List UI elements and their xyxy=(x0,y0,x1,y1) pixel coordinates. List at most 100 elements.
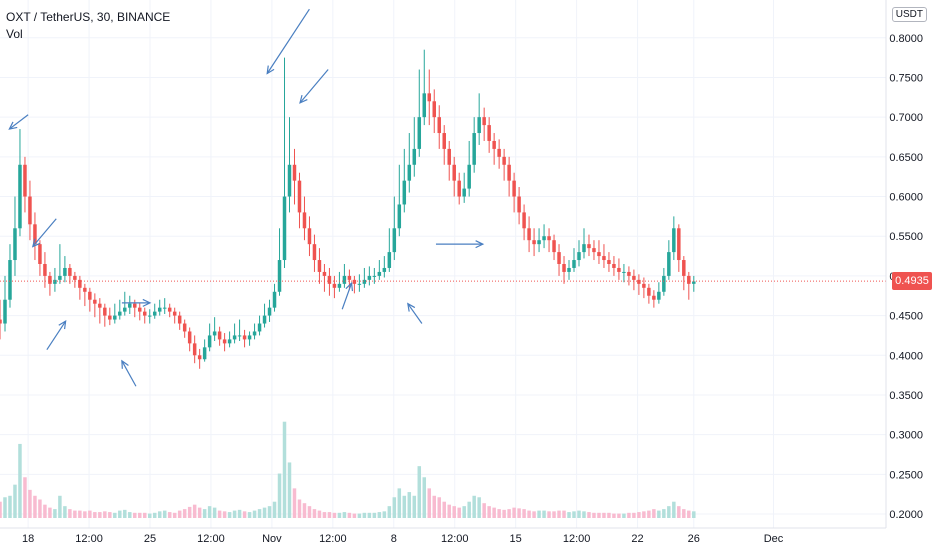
volume-bar xyxy=(577,510,581,518)
candle-body xyxy=(38,244,42,264)
candle-body xyxy=(177,315,182,324)
candle-body xyxy=(437,117,441,134)
candle-body xyxy=(237,335,242,337)
candle-body xyxy=(562,264,566,272)
candle-body xyxy=(627,271,631,276)
candle-body xyxy=(692,281,696,284)
volume-bar xyxy=(652,509,656,518)
volume-bar xyxy=(143,512,147,518)
candle-body xyxy=(138,307,142,312)
volume-bar xyxy=(592,512,596,518)
volume-bar xyxy=(542,510,546,518)
candle-body xyxy=(327,275,332,284)
volume-bar xyxy=(138,512,142,518)
y-tick-label: 0.5500 xyxy=(889,231,923,243)
candle-body xyxy=(33,224,37,245)
volume-bar xyxy=(412,495,417,518)
candle-body xyxy=(482,117,486,126)
volume-label[interactable]: Vol xyxy=(6,27,23,41)
volume-bar xyxy=(113,512,117,518)
symbol-title[interactable]: OXT / TetherUS, 30, BINANCE xyxy=(6,10,171,24)
x-tick-label: 12:00 xyxy=(75,533,103,545)
candle-body xyxy=(172,311,177,316)
candle-body xyxy=(442,133,446,149)
candle-body xyxy=(267,307,272,316)
x-tick-label: 12:00 xyxy=(319,533,347,545)
volume-bar xyxy=(277,473,282,518)
candle-body xyxy=(447,148,451,165)
volume-bar xyxy=(567,512,571,518)
volume-bar xyxy=(487,506,491,518)
price-axis[interactable]: 0.80000.75000.70000.65000.60000.55000.50… xyxy=(889,33,923,521)
candle-body xyxy=(497,148,501,157)
volume-bar xyxy=(427,488,432,518)
candle-body xyxy=(642,283,646,288)
volume-bar xyxy=(307,506,312,518)
candle-body xyxy=(73,275,77,280)
volume-bar xyxy=(662,509,666,518)
x-tick-label: 18 xyxy=(22,533,34,545)
volume-bar xyxy=(642,511,646,518)
annotation-arrow-shaft xyxy=(121,360,137,387)
candle-body xyxy=(197,355,202,360)
volume-bar xyxy=(507,509,511,518)
candle-body xyxy=(527,228,531,241)
annotation-arrow-head xyxy=(8,121,18,130)
volume-bar xyxy=(617,513,621,518)
candle-body xyxy=(23,164,27,197)
volume-bar xyxy=(232,510,237,518)
currency-badge[interactable]: USDT xyxy=(891,7,927,22)
volume-bar xyxy=(0,501,2,518)
volume-bar xyxy=(242,511,247,518)
candle-body xyxy=(118,311,122,316)
volume-bar xyxy=(392,497,397,518)
candle-body xyxy=(3,299,7,324)
annotation-arrow-shaft xyxy=(46,320,67,351)
volume-bar xyxy=(337,512,342,518)
y-tick-label: 0.4000 xyxy=(889,350,923,362)
time-axis[interactable]: 18 12:00 25 12:00 Nov 12:00 8 12:00 15 12:00 22 26 D… xyxy=(22,533,784,545)
volume-bar xyxy=(472,495,476,518)
volume-bar xyxy=(83,511,87,518)
volume-bar xyxy=(492,507,496,518)
volume-bar xyxy=(197,507,202,518)
candle-body xyxy=(432,101,436,118)
current-price-tag: 0.4935 xyxy=(892,272,932,291)
annotation-arrow-head xyxy=(31,238,41,248)
volume-bar xyxy=(597,512,601,518)
candle-body xyxy=(417,117,422,149)
annotation-arrow-head xyxy=(58,319,67,330)
x-tick-label: 25 xyxy=(144,533,156,545)
candle-body xyxy=(43,264,47,276)
candle-body xyxy=(602,256,606,261)
volume-bar xyxy=(252,510,257,518)
y-tick-label: 0.3000 xyxy=(889,430,923,442)
candle-body xyxy=(128,303,132,308)
candle-body xyxy=(557,252,561,264)
volume-bar xyxy=(157,511,162,518)
volume-bar xyxy=(407,492,412,518)
candle-body xyxy=(647,287,651,296)
candle-body xyxy=(287,164,292,197)
volume-bar xyxy=(572,511,576,518)
volume-bar xyxy=(167,512,172,518)
volume-bar xyxy=(222,511,227,518)
volume-bar xyxy=(317,510,322,518)
candle-body xyxy=(58,275,62,280)
volume-bar xyxy=(177,510,182,518)
volume-bar xyxy=(512,507,516,518)
volume-bar xyxy=(312,509,317,518)
volume-bar xyxy=(33,495,37,518)
candle-body xyxy=(272,291,277,308)
candle-body xyxy=(307,228,312,245)
volume-bar xyxy=(547,511,551,518)
volume-bar xyxy=(382,511,387,518)
volume-bar xyxy=(552,511,556,518)
volume-bar xyxy=(612,513,616,518)
annotation-arrow-shaft xyxy=(341,282,353,310)
drawn-arrows[interactable] xyxy=(8,8,485,387)
volume-bar xyxy=(457,507,461,518)
candle-body xyxy=(407,164,412,181)
